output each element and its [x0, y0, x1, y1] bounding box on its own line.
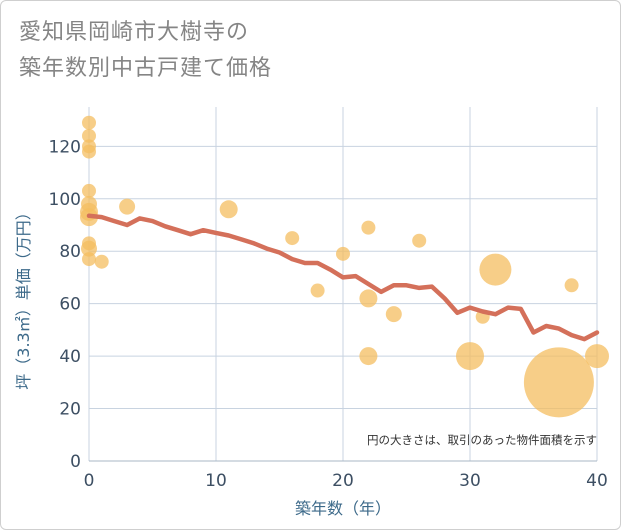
bubble-point-25	[523, 347, 594, 418]
y-tick-label-2: 40	[59, 347, 81, 367]
bubble-point-10	[82, 252, 96, 267]
bubble-point-21	[412, 233, 427, 248]
bubble-point-12	[119, 198, 136, 215]
x-tick-label-0: 0	[84, 471, 95, 491]
bubble-point-0	[82, 115, 96, 130]
gridlines	[88, 107, 598, 462]
y-tick-label-1: 20	[59, 400, 81, 420]
chart-title-line-2: 築年数別中古戸建て価格	[19, 56, 273, 81]
x-tick-label-2: 20	[332, 471, 354, 491]
bubble-point-9	[81, 240, 97, 257]
bubble-series	[80, 115, 609, 418]
bubble-point-16	[336, 246, 350, 261]
bubble-point-13	[219, 200, 238, 219]
bubble-point-1	[82, 128, 96, 143]
bubble-point-24	[479, 253, 512, 286]
bubble-point-14	[285, 231, 300, 246]
bubble-point-11	[94, 254, 109, 269]
y-tick-label-4: 80	[59, 242, 81, 262]
bubble-point-4	[82, 183, 96, 198]
bubble-point-15	[310, 283, 325, 298]
x-axis-title: 築年数（年）	[295, 499, 391, 518]
y-axis-ticks: 0 20 40 60 80 100 120	[49, 137, 81, 472]
y-axis-title: 坪（3.3㎡）単価（万円）	[14, 204, 33, 389]
chart-title: 愛知県岡崎市大樹寺の 築年数別中古戸建て価格	[19, 15, 272, 87]
chart-title-line-1: 愛知県岡崎市大樹寺の	[19, 20, 250, 45]
average-price-line	[86, 213, 600, 342]
bubble-point-19	[359, 347, 378, 366]
average-line-series	[86, 213, 600, 342]
bubble-point-20	[385, 306, 402, 323]
x-tick-label-1: 10	[205, 471, 227, 491]
bubble-point-3	[82, 144, 96, 159]
x-tick-label-3: 30	[459, 471, 481, 491]
bubble-point-22	[456, 342, 484, 371]
bubble-size-note: 円の大きさは、取引のあった物件面積を示す	[367, 433, 597, 447]
y-tick-label-3: 60	[59, 295, 81, 315]
bubble-point-17	[361, 220, 376, 235]
bubble-point-27	[585, 344, 609, 369]
bubble-point-26	[564, 278, 579, 293]
y-tick-label-0: 0	[70, 452, 81, 472]
x-axis-ticks: 0 10 20 30 40	[84, 471, 608, 491]
bubble-point-18	[359, 289, 378, 308]
y-tick-label-6: 120	[49, 137, 81, 157]
y-tick-label-5: 100	[49, 190, 81, 210]
x-tick-label-4: 40	[586, 471, 608, 491]
